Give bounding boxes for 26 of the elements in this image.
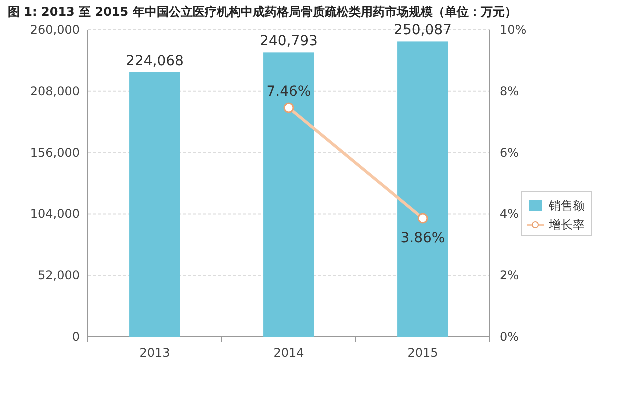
- y-tick-label: 208,000: [30, 84, 80, 98]
- y-tick-label: 52,000: [38, 268, 80, 283]
- data-label: 7.46%: [266, 84, 312, 100]
- bar: [398, 42, 448, 337]
- x-tick-label: 2015: [408, 346, 438, 360]
- data-label: 240,793: [260, 34, 318, 50]
- x-tick-label: 2013: [140, 346, 170, 360]
- y-tick-label: 260,000: [30, 23, 80, 37]
- data-label: 3.86%: [400, 230, 446, 246]
- y2-tick-label: 4%: [500, 207, 520, 222]
- y2-tick-label: 6%: [500, 146, 520, 160]
- bar: [130, 72, 180, 337]
- y-tick-label: 0: [72, 330, 80, 344]
- bar: [264, 52, 314, 337]
- y-tick-label: 104,000: [30, 207, 80, 222]
- y-tick-label: 156,000: [30, 146, 80, 160]
- legend-label: 增长率: [548, 218, 585, 232]
- x-tick-label: 2014: [274, 346, 304, 360]
- y2-tick-label: 2%: [500, 268, 520, 283]
- legend-label: 销售额: [548, 199, 585, 213]
- data-label: 224,068: [126, 53, 184, 70]
- data-label: 250,087: [394, 22, 452, 39]
- y2-tick-label: 0%: [500, 330, 520, 344]
- chart-title: 图 1: 2013 至 2015 年中国公立医疗机构中成药格局骨质疏松类用药市场规模（单位：万元）: [8, 5, 517, 19]
- y2-tick-label: 10%: [500, 23, 527, 37]
- y2-tick-label: 8%: [500, 84, 520, 98]
